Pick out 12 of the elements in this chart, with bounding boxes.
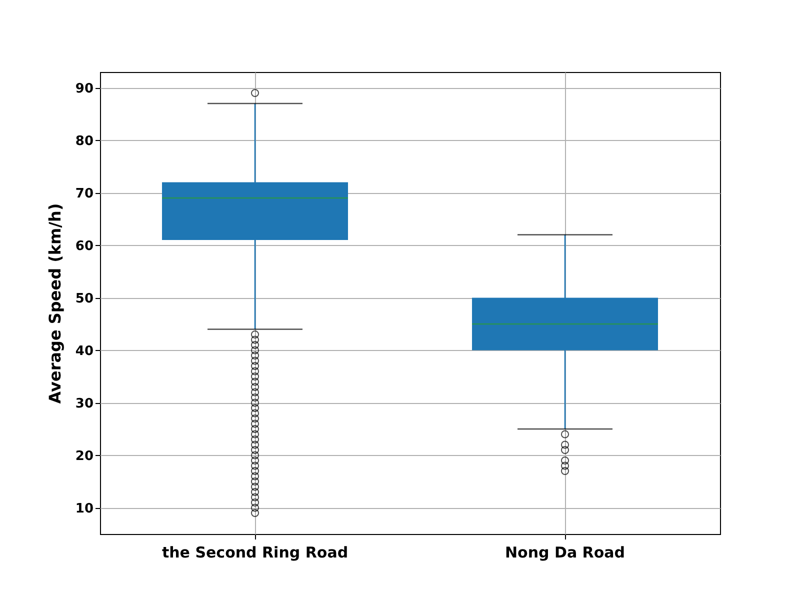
y-tick-label: 10 — [75, 501, 94, 516]
y-tick-label: 50 — [75, 291, 94, 306]
x-tick-label: the Second Ring Road — [162, 544, 348, 562]
y-tick-label: 40 — [75, 344, 94, 359]
y-tick-label: 70 — [75, 186, 94, 202]
y-axis-title: Average Speed (km/h) — [45, 203, 64, 404]
y-tick-label: 80 — [75, 134, 94, 149]
y-tick-label: 60 — [75, 238, 94, 254]
y-tick-label: 30 — [75, 396, 94, 412]
y-tick-label: 20 — [75, 448, 94, 464]
y-tick-label: 90 — [75, 81, 94, 96]
x-tick-label: Nong Da Road — [504, 544, 626, 562]
